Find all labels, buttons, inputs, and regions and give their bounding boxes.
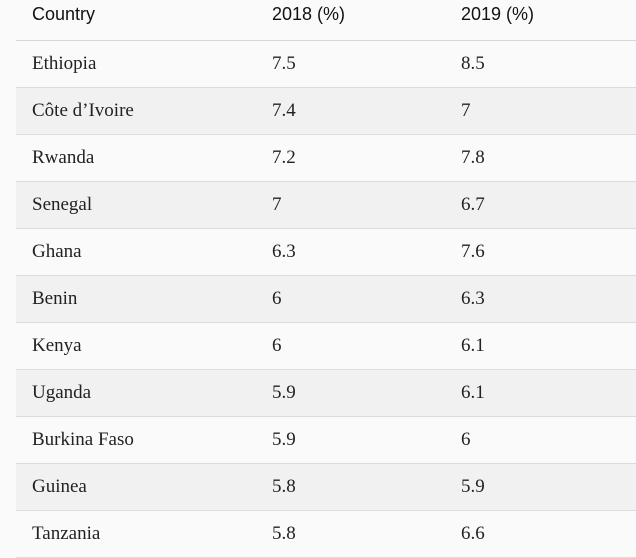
country-cell: Benin bbox=[32, 288, 78, 309]
header-country: Country bbox=[32, 4, 96, 24]
table-row: Guinea 5.8 5.9 bbox=[16, 464, 636, 511]
table-row: Ethiopia 7.5 8.5 bbox=[16, 41, 636, 88]
growth-table: Country 2018 (%) 2019 (%) Ethiopia 7.5 8… bbox=[16, 0, 636, 558]
value-2019-cell: 8.5 bbox=[461, 53, 485, 74]
value-2019-cell: 6.7 bbox=[461, 194, 485, 215]
country-cell: Ethiopia bbox=[32, 53, 97, 74]
table-row: Uganda 5.9 6.1 bbox=[16, 370, 636, 417]
value-2018-cell: 7.2 bbox=[272, 147, 296, 168]
country-cell: Burkina Faso bbox=[32, 429, 134, 450]
value-2019-cell: 6.1 bbox=[461, 382, 485, 403]
table-header-row: Country 2018 (%) 2019 (%) bbox=[16, 0, 636, 41]
table-row: Burkina Faso 5.9 6 bbox=[16, 417, 636, 464]
value-2019-cell: 6.3 bbox=[461, 288, 485, 309]
value-2018-cell: 6 bbox=[272, 288, 282, 309]
value-2018-cell: 6.3 bbox=[272, 241, 296, 262]
table-row: Tanzania 5.8 6.6 bbox=[16, 511, 636, 558]
value-2018-cell: 6 bbox=[272, 335, 282, 356]
country-cell: Tanzania bbox=[32, 523, 101, 544]
value-2018-cell: 7 bbox=[272, 194, 282, 215]
table-row: Senegal 7 6.7 bbox=[16, 182, 636, 229]
value-2019-cell: 5.9 bbox=[461, 476, 485, 497]
value-2019-cell: 7.6 bbox=[461, 241, 485, 262]
value-2018-cell: 7.4 bbox=[272, 100, 296, 121]
header-2019: 2019 (%) bbox=[461, 4, 535, 24]
country-cell: Kenya bbox=[32, 335, 82, 356]
value-2019-cell: 6.1 bbox=[461, 335, 485, 356]
value-2019-cell: 6.6 bbox=[461, 523, 485, 544]
country-cell: Ghana bbox=[32, 241, 82, 262]
table-row: Ghana 6.3 7.6 bbox=[16, 229, 636, 276]
table-row: Rwanda 7.2 7.8 bbox=[16, 135, 636, 182]
table-row: Benin 6 6.3 bbox=[16, 276, 636, 323]
country-cell: Senegal bbox=[32, 194, 93, 215]
country-cell: Côte d’Ivoire bbox=[32, 100, 134, 121]
value-2018-cell: 7.5 bbox=[272, 53, 296, 74]
value-2018-cell: 5.8 bbox=[272, 476, 296, 497]
table-row: Kenya 6 6.1 bbox=[16, 323, 636, 370]
country-cell: Guinea bbox=[32, 476, 87, 497]
value-2018-cell: 5.9 bbox=[272, 382, 296, 403]
country-cell: Rwanda bbox=[32, 147, 95, 168]
value-2019-cell: 6 bbox=[461, 429, 471, 450]
header-2018: 2018 (%) bbox=[272, 4, 346, 24]
value-2018-cell: 5.8 bbox=[272, 523, 296, 544]
value-2019-cell: 7 bbox=[461, 100, 471, 121]
country-cell: Uganda bbox=[32, 382, 92, 403]
table-row: Côte d’Ivoire 7.4 7 bbox=[16, 88, 636, 135]
value-2019-cell: 7.8 bbox=[461, 147, 485, 168]
value-2018-cell: 5.9 bbox=[272, 429, 296, 450]
